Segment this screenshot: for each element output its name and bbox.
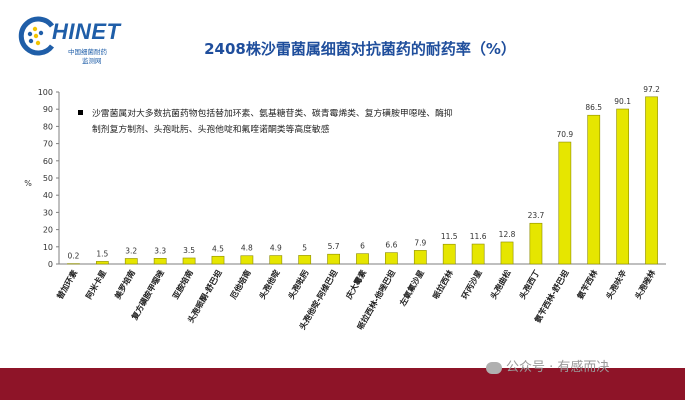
y-tick-label: 50 [43,174,53,183]
category-label: 头孢吡肟 [286,268,311,301]
category-label: 环丙沙星 [459,268,484,301]
data-label: 1.5 [96,249,108,258]
y-tick-label: 100 [38,88,53,97]
data-label: 5 [302,243,307,252]
logo-subtitle: 中国细菌耐药 [68,48,107,56]
category-label: 头孢曲松 [488,268,513,301]
bar [327,253,340,265]
y-axis-label: % [24,179,32,188]
bar [240,255,254,265]
y-tick-label: 30 [43,208,53,217]
bar [529,222,543,265]
data-label: 4.9 [270,244,282,253]
bar [645,96,658,265]
data-label: 86.5 [585,103,602,112]
annotation-text: 沙雷菌属对大多数抗菌药物包括替加环素、氨基糖苷类、碳青霉烯类、复方磺胺甲噁唑、酶… [92,107,453,119]
y-tick-label: 80 [43,122,53,131]
category-label: 亚胺培南 [170,268,195,301]
logo-c-icon [18,16,55,56]
bar [211,255,225,265]
bar [356,253,369,265]
bar [124,258,138,265]
bar [413,250,427,265]
bar [182,257,196,265]
y-tick-label: 70 [43,140,53,149]
category-label: 头孢西丁 [517,268,542,301]
bar [298,255,312,265]
bar [587,114,601,265]
category-label: 头孢唑林 [633,268,658,301]
data-label: 6 [360,242,365,251]
data-label: 4.5 [212,244,224,253]
bar [558,141,572,265]
bar [442,243,456,265]
data-label: 3.2 [125,246,137,255]
category-label: 阿米卡星 [83,268,108,301]
y-tick-label: 60 [43,157,53,166]
category-label: 美罗培南 [112,268,137,301]
data-label: 7.9 [414,238,426,247]
data-label: 70.9 [556,130,573,139]
footer-band [0,368,685,400]
bar [471,243,485,265]
category-label: 头孢他啶 [257,268,282,301]
data-label: 12.8 [499,230,516,239]
data-label: 3.3 [154,246,166,255]
data-label: 5.7 [328,242,340,251]
data-label: 11.6 [470,232,487,241]
watermark: 公众号 · 有感而决 [486,356,609,375]
category-label: 厄他培南 [228,268,253,301]
y-tick-label: 40 [43,191,53,200]
data-label: 6.6 [385,241,397,250]
y-tick-label: 0 [48,260,53,269]
chart-title: 2408株沙雷菌属细菌对抗菌药的耐药率（%） [204,40,516,58]
logo-wordmark: HINET [52,19,121,44]
wechat-icon [486,361,502,374]
category-label: 左氧氟沙星 [397,268,426,309]
annotation-text: 制剂复方制剂、头孢吡肟、头孢他啶和氟喹诺酮类等高度敏感 [92,123,330,135]
category-label: 替加环素 [55,268,80,301]
category-label: 氨苄西林 [575,268,600,301]
logo-subtitle-2: 监测网 [82,57,102,65]
data-label: 0.2 [67,252,79,261]
y-tick-label: 20 [43,226,53,235]
category-label: 庆大霉素 [343,268,368,302]
category-label: 头孢呋辛 [604,268,629,301]
category-label: 哌拉西林 [430,268,455,301]
bar [500,241,514,265]
data-label: 11.5 [441,232,458,241]
bar [616,108,630,265]
watermark-text: 公众号 · 有感而决 [506,360,610,375]
bar [385,252,398,265]
data-label: 97.2 [643,85,660,94]
y-tick-label: 90 [43,105,53,114]
y-tick-label: 10 [43,243,53,252]
bar [153,258,167,265]
data-label: 4.8 [241,244,253,253]
hinet-logo: HINET 中国细菌耐药 监测网 [18,16,138,76]
data-label: 90.1 [614,97,631,106]
data-label: 3.5 [183,246,195,255]
annotation-bullet [78,110,83,115]
bar [95,261,109,265]
data-label: 23.7 [528,211,545,220]
bar [269,255,283,265]
